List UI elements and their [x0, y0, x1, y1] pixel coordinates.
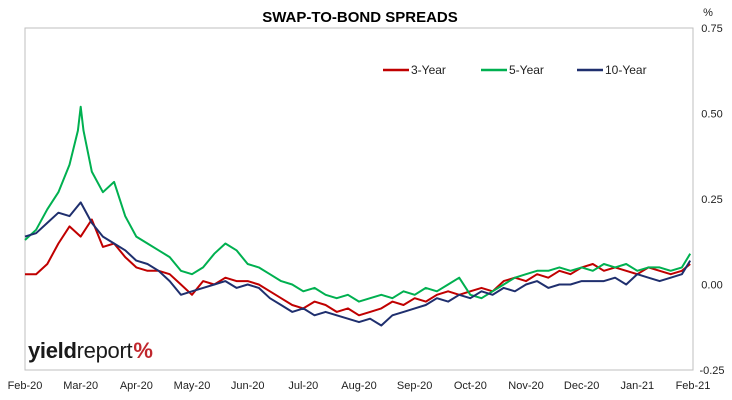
legend-label-3-year: 3-Year: [411, 63, 446, 77]
y-axis-unit: %: [703, 7, 713, 19]
x-tick-label: Apr-20: [120, 380, 153, 392]
y-tick-label: -0.25: [699, 365, 724, 377]
logo-yield-text: yield: [28, 338, 77, 363]
legend-label-5-year: 5-Year: [509, 63, 544, 77]
x-tick-label: Feb-21: [676, 380, 711, 392]
y-tick-label: 0.00: [701, 280, 722, 292]
plot-area-border: [24, 27, 694, 371]
logo-report-text: report: [76, 338, 133, 363]
y-tick-label: 0.25: [701, 194, 722, 206]
x-tick-label: Jan-21: [621, 380, 655, 392]
x-tick-label: Aug-20: [341, 380, 376, 392]
x-tick-label: Feb-20: [8, 380, 43, 392]
series-line-10-year: [24, 201, 692, 327]
y-tick-label: 0.75: [701, 23, 722, 35]
x-tick-label: Sep-20: [397, 380, 432, 392]
logo-percent-icon: %: [133, 338, 153, 363]
x-tick-label: Dec-20: [564, 380, 599, 392]
chart-title: SWAP-TO-BOND SPREADS: [262, 9, 458, 26]
series-lines: [24, 105, 692, 327]
yieldreport-logo: yieldreport%: [28, 338, 153, 364]
x-tick-label: Oct-20: [454, 380, 487, 392]
x-tick-label: May-20: [174, 380, 211, 392]
y-tick-label: 0.50: [701, 109, 722, 121]
x-axis: Feb-20 Mar-20 Apr-20 May-20 Jun-20 Jul-20 Aug-…: [8, 380, 711, 392]
legend-label-10-year: 10-Year: [605, 63, 647, 77]
x-tick-label: Jul-20: [288, 380, 318, 392]
x-tick-label: Jun-20: [231, 380, 265, 392]
legend: 3-Year 5-Year 10-Year: [383, 63, 647, 77]
y-axis: 0.75 0.50 0.25 0.00 -0.25: [699, 23, 724, 377]
series-line-5-year: [24, 105, 692, 303]
x-tick-label: Mar-20: [63, 380, 98, 392]
x-tick-label: Nov-20: [508, 380, 543, 392]
